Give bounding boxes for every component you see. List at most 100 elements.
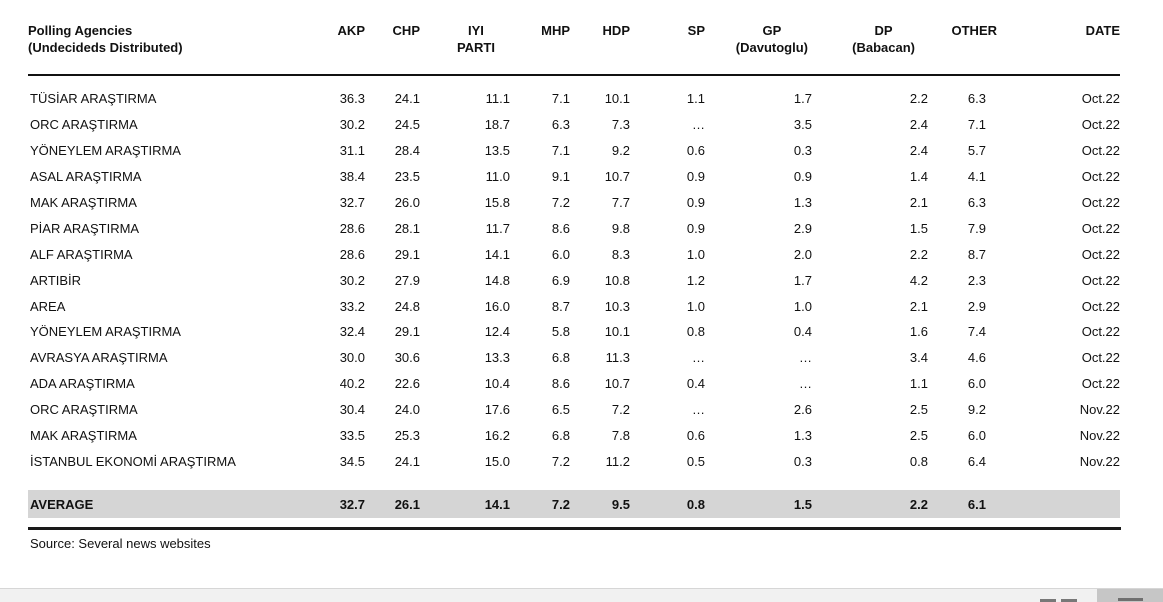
source-note: Source: Several news websites	[30, 536, 211, 551]
value-cell: 4.6	[967, 350, 986, 366]
value-cell: 16.0	[484, 298, 510, 314]
value-cell: 6.8	[551, 350, 570, 366]
value-cell: 36.3	[339, 91, 365, 107]
agency-cell: ALF ARAŞTIRMA	[30, 246, 133, 262]
value-cell: 2.9	[967, 298, 986, 314]
header-col-akp: AKP	[308, 16, 365, 76]
header-col-mhp: MHP	[510, 16, 570, 76]
value-cell: 0.9	[686, 169, 705, 185]
value-cell: …	[799, 350, 812, 366]
value-cell: 2.5	[909, 402, 928, 418]
table-row: ARTIBİR 30.2 27.9 14.8 6.9 10.8 1.2 1.7 4.2 2.3 Oc…	[28, 267, 1120, 293]
value-cell: 38.4	[339, 169, 365, 185]
value-cell: 0.4	[686, 376, 705, 392]
taskbar-app-button[interactable]	[1097, 589, 1163, 602]
date-cell: Nov.22	[1079, 428, 1120, 444]
value-cell: 30.2	[339, 117, 365, 133]
header-col-other: OTHER	[928, 16, 997, 76]
agency-cell: MAK ARAŞTIRMA	[30, 195, 137, 210]
value-cell: 26.1	[365, 490, 420, 519]
table-row: AREA 33.2 24.8 16.0 8.7 10.3 1.0 1.0 2.1 2.9 Oct.2…	[28, 293, 1120, 319]
value-cell: 7.4	[967, 324, 986, 340]
header-col-hdp: HDP	[570, 16, 630, 76]
value-cell: 1.0	[686, 298, 705, 314]
agency-cell: ARTIBİR	[30, 272, 82, 288]
polls-table-zone: Polling Agencies (Undecideds Distributed)…	[28, 16, 1120, 519]
value-cell: 2.4	[909, 143, 928, 159]
value-cell: 7.9	[967, 220, 986, 236]
value-cell: 0.8	[686, 324, 705, 340]
value-cell: 7.2	[510, 490, 570, 519]
value-cell: 0.5	[686, 453, 705, 469]
value-cell: 11.2	[605, 453, 630, 469]
taskbar-strip[interactable]	[0, 588, 1163, 602]
table-header: Polling Agencies (Undecideds Distributed)…	[28, 16, 1120, 76]
agency-cell: TÜSİAR ARAŞTIRMA	[30, 91, 157, 107]
value-cell: 28.6	[339, 220, 365, 236]
value-cell: 24.8	[394, 298, 420, 314]
value-cell: 1.7	[793, 272, 812, 288]
value-cell: 3.4	[909, 350, 928, 366]
value-cell: 34.5	[339, 453, 365, 469]
taskbar-icon-fragment[interactable]	[1118, 598, 1143, 601]
value-cell: 30.0	[339, 350, 365, 366]
value-cell: 32.4	[339, 324, 365, 340]
value-cell: 2.9	[793, 220, 812, 236]
taskbar-icon-fragment[interactable]	[1040, 599, 1056, 602]
value-cell: 11.7	[485, 220, 510, 236]
value-cell: 6.3	[551, 117, 570, 133]
value-cell: 17.6	[484, 402, 510, 418]
value-cell: 2.2	[812, 490, 928, 519]
value-cell: 4.2	[909, 272, 928, 288]
value-cell: 1.3	[793, 195, 812, 210]
value-cell: 1.2	[686, 272, 705, 288]
table-row: ORC ARAŞTIRMA 30.4 24.0 17.6 6.5 7.2 … 2.6 2.5 9.…	[28, 397, 1120, 423]
table-row: AVRASYA ARAŞTIRMA 30.0 30.6 13.3 6.8 11.3 … … 3.…	[28, 345, 1120, 371]
value-cell: 1.6	[909, 324, 928, 340]
value-cell: 10.8	[604, 272, 630, 288]
table-row: MAK ARAŞTIRMA 32.7 26.0 15.8 7.2 7.7 0.9 1.3 2.1…	[28, 190, 1120, 216]
value-cell: 6.0	[967, 376, 986, 392]
agency-cell: AVRASYA ARAŞTIRMA	[30, 350, 168, 366]
taskbar-icon-fragment[interactable]	[1061, 599, 1077, 602]
value-cell: 0.9	[686, 195, 705, 210]
table-row: YÖNEYLEM ARAŞTIRMA 31.1 28.4 13.5 7.1 9.2 0.6 0…	[28, 138, 1120, 164]
value-cell: 8.7	[967, 246, 986, 262]
value-cell: 10.7	[604, 376, 630, 392]
value-cell: 14.1	[420, 490, 510, 519]
value-cell: 29.1	[394, 246, 420, 262]
value-cell: 1.5	[909, 220, 928, 236]
value-cell: 13.3	[484, 350, 510, 366]
agency-cell: PİAR ARAŞTIRMA	[30, 220, 140, 236]
spacer-cell	[28, 474, 1120, 490]
value-cell: 6.9	[551, 272, 570, 288]
value-cell: 24.1	[394, 91, 420, 107]
agency-cell: İSTANBUL EKONOMİ ARAŞTIRMA	[30, 453, 236, 469]
agency-cell: AREA	[30, 298, 66, 314]
value-cell: 7.3	[611, 117, 630, 133]
value-cell: 0.6	[686, 428, 705, 444]
value-cell: 0.6	[686, 143, 705, 159]
value-cell: 24.1	[394, 453, 420, 469]
value-cell: 1.5	[705, 490, 812, 519]
value-cell: 18.7	[484, 117, 510, 133]
date-cell: Oct.22	[1081, 298, 1120, 314]
value-cell: 11.1	[485, 91, 510, 107]
table-row: ASAL ARAŞTIRMA 38.4 23.5 11.0 9.1 10.7 0.9 0.9 1…	[28, 164, 1120, 190]
value-cell: 10.1	[604, 324, 630, 340]
value-cell: 6.4	[967, 453, 986, 469]
header-col-iyi-parti: IYI PARTI	[420, 16, 510, 76]
value-cell: 9.2	[611, 143, 630, 159]
date-cell: Oct.22	[1081, 195, 1120, 210]
value-cell: 15.8	[484, 195, 510, 210]
value-cell: 3.5	[793, 117, 812, 133]
table-row: YÖNEYLEM ARAŞTIRMA 32.4 29.1 12.4 5.8 10.1 0.8…	[28, 319, 1120, 345]
value-cell: 2.6	[793, 402, 812, 418]
value-cell: 6.8	[551, 428, 570, 444]
value-cell: 2.0	[793, 246, 812, 262]
agency-cell: YÖNEYLEM ARAŞTIRMA	[30, 143, 181, 159]
value-cell: 6.1	[928, 490, 986, 519]
value-cell: 2.2	[909, 246, 928, 262]
value-cell: 0.8	[909, 453, 928, 469]
value-cell: 10.4	[484, 376, 510, 392]
